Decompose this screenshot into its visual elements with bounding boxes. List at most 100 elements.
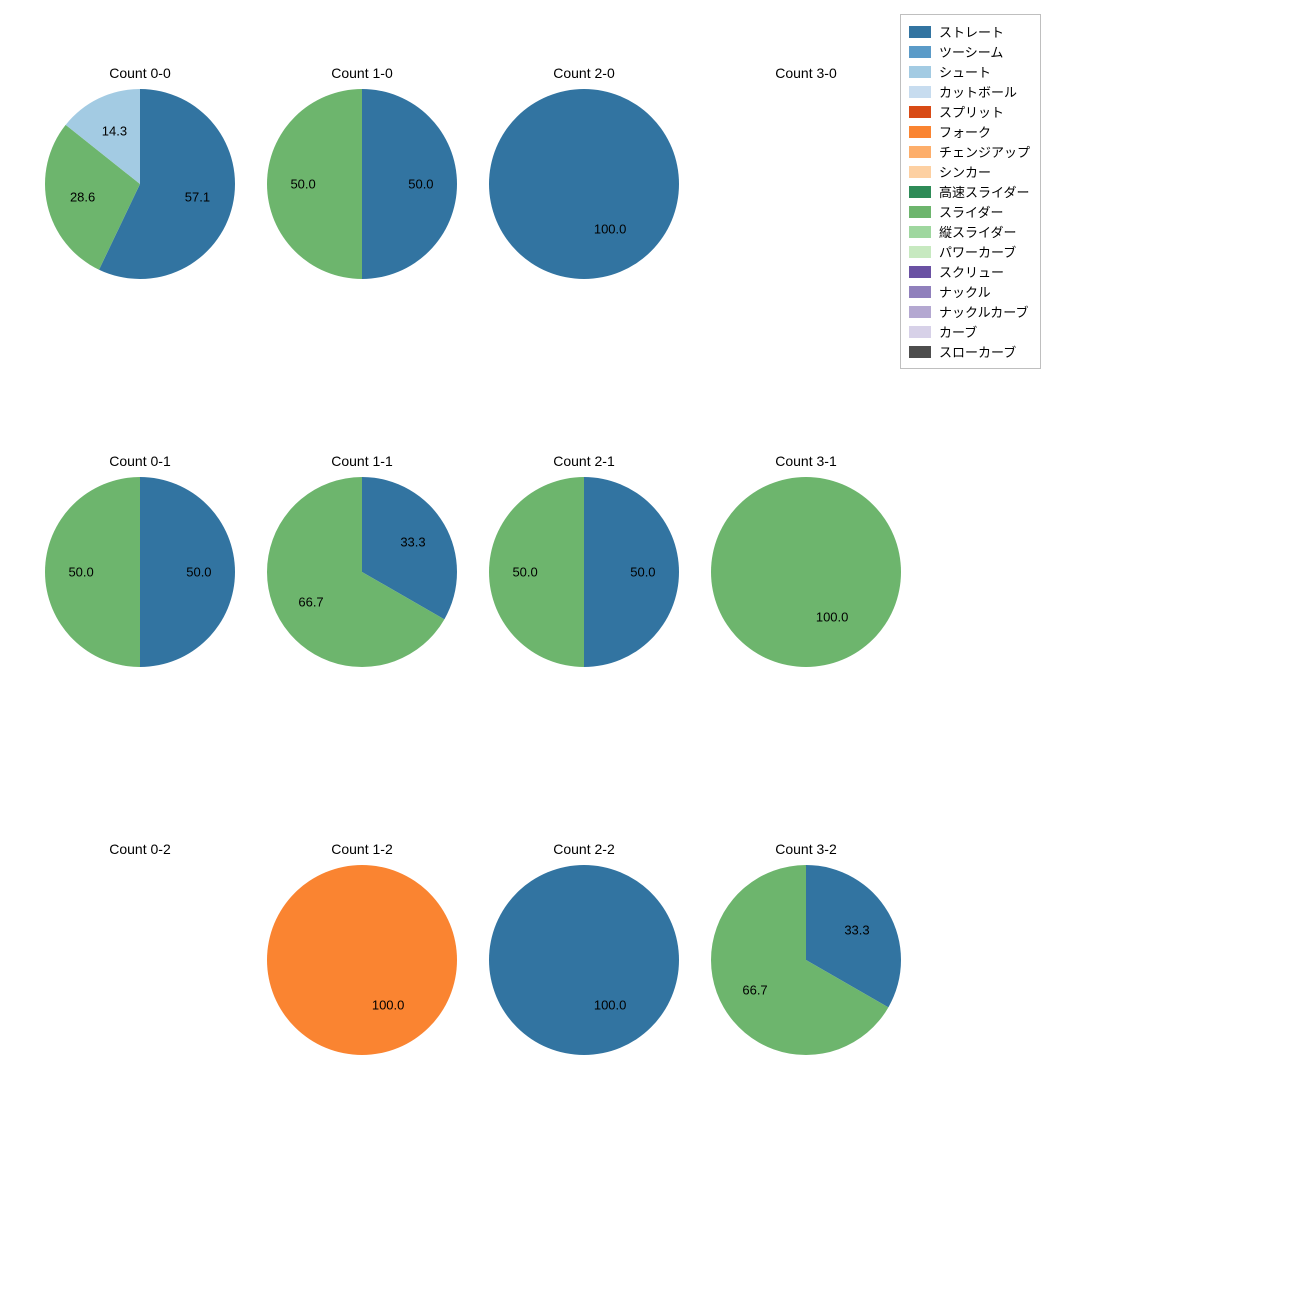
legend-label: シュート	[939, 62, 991, 81]
pie-cell: Count 0-1 50.0 50.0	[30, 453, 250, 667]
pie-title: Count 1-0	[252, 65, 472, 81]
legend-label: スクリュー	[939, 262, 1004, 281]
legend-label: 縦スライダー	[939, 222, 1016, 241]
legend-label: スプリット	[939, 102, 1004, 121]
legend-label: ナックル	[939, 282, 991, 301]
legend-label: ナックルカーブ	[939, 302, 1028, 321]
pie-value-label: 50.0	[68, 565, 93, 580]
pie-value-label: 100.0	[594, 998, 627, 1013]
legend-item: ツーシーム	[909, 42, 1030, 61]
pie-value-label: 66.7	[298, 594, 323, 609]
pie-title: Count 0-1	[30, 453, 250, 469]
legend-swatch	[909, 286, 931, 298]
pie-svg	[489, 89, 679, 279]
pie-cell: Count 3-0	[696, 65, 916, 279]
pie-title: Count 2-1	[474, 453, 694, 469]
legend-item: チェンジアップ	[909, 142, 1030, 161]
pie-value-label: 66.7	[742, 982, 767, 997]
legend-label: スライダー	[939, 202, 1003, 221]
legend-label: パワーカーブ	[939, 242, 1016, 261]
pie-cell: Count 1-0 50.0 50.0	[252, 65, 472, 279]
legend-item: パワーカーブ	[909, 242, 1030, 261]
pie-wrap	[45, 865, 235, 1055]
legend-swatch	[909, 326, 931, 338]
legend-swatch	[909, 346, 931, 358]
legend-item: スクリュー	[909, 262, 1030, 281]
legend-item: カーブ	[909, 322, 1030, 341]
pie-wrap: 50.0 50.0	[267, 89, 457, 279]
legend-item: スプリット	[909, 102, 1030, 121]
pie-value-label: 14.3	[102, 123, 127, 138]
legend-label: カットボール	[939, 82, 1017, 101]
pie-wrap: 100.0	[489, 89, 679, 279]
legend-swatch	[909, 306, 931, 318]
legend-label: ツーシーム	[939, 42, 1003, 61]
pie-title: Count 3-1	[696, 453, 916, 469]
legend-label: ストレート	[939, 22, 1004, 41]
pie-title: Count 2-2	[474, 841, 694, 857]
pie-value-label: 50.0	[512, 565, 537, 580]
pie-title: Count 0-0	[30, 65, 250, 81]
pie-svg	[45, 89, 235, 279]
pie-cell: Count 2-1 50.0 50.0	[474, 453, 694, 667]
pie-value-label: 50.0	[290, 177, 315, 192]
pie-title: Count 2-0	[474, 65, 694, 81]
pie-wrap: 100.0	[489, 865, 679, 1055]
pie-title: Count 3-2	[696, 841, 916, 857]
pie-value-label: 50.0	[186, 565, 211, 580]
legend-item: 縦スライダー	[909, 222, 1030, 241]
pie-value-label: 57.1	[185, 190, 210, 205]
pie-cell: Count 3-2 33.3 66.7	[696, 841, 916, 1055]
pie-cell: Count 1-1 33.3 66.7	[252, 453, 472, 667]
pie-title: Count 0-2	[30, 841, 250, 857]
pie-cell: Count 0-0 57.1 28.6 14.3	[30, 65, 250, 279]
legend-label: フォーク	[939, 122, 991, 141]
pie-wrap: 50.0 50.0	[45, 477, 235, 667]
pie-wrap: 100.0	[267, 865, 457, 1055]
pie-value-label: 100.0	[372, 998, 405, 1013]
legend: ストレートツーシームシュートカットボールスプリットフォークチェンジアップシンカー…	[900, 14, 1041, 369]
pie-wrap	[711, 89, 901, 279]
pie-title: Count 1-1	[252, 453, 472, 469]
legend-item: シュート	[909, 62, 1030, 81]
pie-svg	[489, 865, 679, 1055]
pie-wrap: 33.3 66.7	[267, 477, 457, 667]
pie-svg	[267, 865, 457, 1055]
pie-value-label: 33.3	[400, 535, 425, 550]
pie-value-label: 33.3	[844, 923, 869, 938]
legend-item: シンカー	[909, 162, 1030, 181]
pie-wrap: 50.0 50.0	[489, 477, 679, 667]
legend-swatch	[909, 46, 931, 58]
pie-cell: Count 2-0 100.0	[474, 65, 694, 279]
legend-label: シンカー	[939, 162, 991, 181]
pie-value-label: 50.0	[408, 177, 433, 192]
pie-value-label: 50.0	[630, 565, 655, 580]
legend-item: ストレート	[909, 22, 1030, 41]
legend-item: フォーク	[909, 122, 1030, 141]
pie-slice	[489, 865, 679, 1055]
pie-wrap: 57.1 28.6 14.3	[45, 89, 235, 279]
legend-item: スローカーブ	[909, 342, 1030, 361]
pie-svg	[711, 865, 901, 1055]
pie-value-label: 28.6	[70, 190, 95, 205]
pie-cell: Count 2-2 100.0	[474, 841, 694, 1055]
legend-item: カットボール	[909, 82, 1030, 101]
pie-svg	[711, 477, 901, 667]
pie-cell: Count 0-2	[30, 841, 250, 1055]
legend-item: ナックル	[909, 282, 1030, 301]
pie-slice	[267, 865, 457, 1055]
legend-label: チェンジアップ	[939, 142, 1030, 161]
legend-label: スローカーブ	[939, 342, 1016, 361]
pie-value-label: 100.0	[594, 222, 627, 237]
pie-cell: Count 3-1 100.0	[696, 453, 916, 667]
legend-label: カーブ	[939, 322, 977, 341]
pie-wrap: 33.3 66.7	[711, 865, 901, 1055]
legend-label: 高速スライダー	[939, 182, 1029, 201]
legend-item: 高速スライダー	[909, 182, 1030, 201]
pie-slice	[711, 477, 901, 667]
pie-slice	[489, 89, 679, 279]
pie-wrap: 100.0	[711, 477, 901, 667]
legend-swatch	[909, 26, 931, 38]
pie-title: Count 1-2	[252, 841, 472, 857]
chart-stage: ストレートツーシームシュートカットボールスプリットフォークチェンジアップシンカー…	[0, 0, 1300, 1300]
